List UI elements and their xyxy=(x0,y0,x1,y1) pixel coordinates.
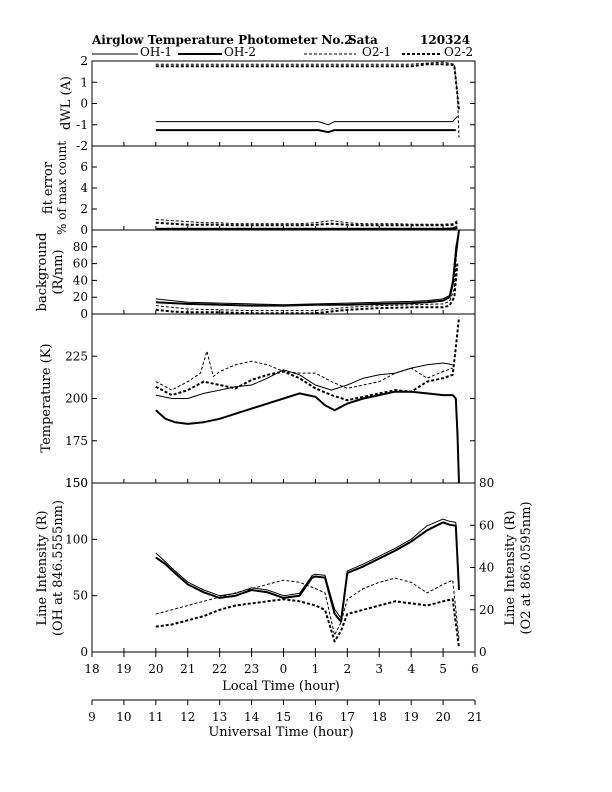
ylabel-int-right: Line Intensity (R) xyxy=(503,510,518,625)
ytick-label-fit-3: 0 xyxy=(80,223,88,237)
ytick-label-fit-1: 4 xyxy=(80,181,88,195)
xtick-universal-label-12: 21 xyxy=(467,710,482,724)
xtick-local-label-2: 20 xyxy=(148,662,163,676)
ytick-label-int-1: 100 xyxy=(65,532,88,546)
xtick-local-label-12: 6 xyxy=(471,662,479,676)
ytick-label-int-0: 150 xyxy=(65,476,88,490)
ylabel-dwl: dWL (A) xyxy=(59,76,74,130)
chart-marks: 210-1-2642080604020022520017515015010050… xyxy=(65,54,494,724)
series-bg-oh2 xyxy=(155,229,460,307)
xtick-local-label-1: 19 xyxy=(116,662,131,676)
ytick-label-bg-2: 40 xyxy=(73,273,88,287)
panel-frame-fit xyxy=(91,145,476,231)
panel-frame-dwl xyxy=(91,60,476,147)
legend: OH-1 OH-2 O2-1 O2-2 xyxy=(92,45,473,59)
ylabel-fit-sub: % of max count xyxy=(55,141,69,235)
xlabel-universal: Universal Time (hour) xyxy=(208,725,353,740)
series-temp-o22 xyxy=(155,317,460,402)
xtick-universal-label-4: 13 xyxy=(212,710,227,724)
ylabel-int-sub: (OH at 846.5555nm) xyxy=(51,500,66,636)
ytick-right-label-0: 80 xyxy=(479,476,494,490)
xtick-local-label-0: 18 xyxy=(84,662,99,676)
ytick-label-int-2: 50 xyxy=(73,589,88,603)
ytick-label-dwl-2: 0 xyxy=(80,97,88,111)
xtick-local-label-11: 5 xyxy=(439,662,447,676)
xtick-universal-label-2: 11 xyxy=(148,710,163,724)
series-dwl-o21 xyxy=(155,61,460,138)
legend-label-oh1: OH-1 xyxy=(140,45,172,59)
xtick-local-label-4: 22 xyxy=(212,662,227,676)
series-temp-o21 xyxy=(155,350,453,391)
series-temp-oh1 xyxy=(155,362,453,399)
xtick-universal-label-6: 15 xyxy=(276,710,291,724)
series-fit-oh2 xyxy=(155,226,458,230)
series-bg-oh1 xyxy=(155,229,460,306)
xtick-local-label-9: 3 xyxy=(375,662,383,676)
xtick-universal-label-11: 20 xyxy=(435,710,450,724)
ytick-label-bg-4: 0 xyxy=(80,307,88,321)
ytick-label-fit-2: 2 xyxy=(80,202,88,216)
xtick-universal-label-0: 9 xyxy=(88,710,96,724)
ytick-label-temp-3: 150 xyxy=(65,476,88,490)
series-int-oh2 xyxy=(155,521,460,623)
ytick-label-dwl-0: 2 xyxy=(80,54,88,68)
ytick-label-fit-0: 6 xyxy=(80,160,88,174)
xtick-local-label-8: 2 xyxy=(344,662,352,676)
xtick-universal-label-10: 19 xyxy=(404,710,419,724)
series-dwl-o22 xyxy=(155,63,460,111)
series-bg-o22 xyxy=(155,263,459,315)
xtick-local-label-7: 1 xyxy=(312,662,320,676)
xtick-universal-label-3: 12 xyxy=(180,710,195,724)
xtick-universal-label-1: 10 xyxy=(116,710,131,724)
xtick-universal-label-7: 16 xyxy=(308,710,323,724)
ytick-label-bg-1: 60 xyxy=(73,257,88,271)
ytick-label-temp-0: 225 xyxy=(65,349,88,363)
xtick-universal-label-8: 17 xyxy=(340,710,355,724)
ylabel-int: Line Intensity (R) xyxy=(35,510,50,625)
ytick-right-label-1: 60 xyxy=(479,518,494,532)
series-int-o22 xyxy=(155,598,460,648)
ytick-label-int-3: 0 xyxy=(80,645,88,659)
ylabel-temp: Temperature (K) xyxy=(39,343,54,452)
ytick-label-bg-0: 80 xyxy=(73,240,88,254)
ytick-right-label-4: 0 xyxy=(479,645,487,659)
series-fit-o22 xyxy=(155,221,458,227)
xtick-universal-label-9: 18 xyxy=(372,710,387,724)
series-fit-o21 xyxy=(155,219,458,225)
xtick-local-label-6: 0 xyxy=(280,662,288,676)
legend-label-oh2: OH-2 xyxy=(224,45,256,59)
date-label: 120324 xyxy=(420,33,470,47)
xtick-universal-label-5: 14 xyxy=(244,710,260,724)
series-dwl-oh2 xyxy=(155,129,456,134)
ytick-label-dwl-3: -1 xyxy=(76,118,88,132)
ytick-right-label-3: 20 xyxy=(479,603,494,617)
ytick-label-bg-3: 20 xyxy=(73,290,88,304)
xtick-local-label-10: 4 xyxy=(407,662,415,676)
legend-label-o21: O2-1 xyxy=(362,45,391,59)
site-name: Sata xyxy=(348,33,378,47)
ytick-label-temp-1: 200 xyxy=(65,392,88,406)
ytick-label-temp-2: 175 xyxy=(65,434,88,448)
ytick-label-dwl-1: 1 xyxy=(80,75,88,89)
xtick-local-label-5: 23 xyxy=(244,662,259,676)
ylabel-bg-sub: (R/nm) xyxy=(51,249,66,294)
series-int-o21 xyxy=(155,577,460,640)
ylabel-int-right-sub: (O2 at 866.0595nm) xyxy=(519,501,534,634)
series-temp-oh2 xyxy=(155,390,460,484)
xlabel-local: Local Time (hour) xyxy=(222,679,340,694)
legend-label-o22: O2-2 xyxy=(444,45,473,59)
xtick-local-label-3: 21 xyxy=(180,662,195,676)
ylabel-fit: fit error xyxy=(41,161,56,214)
chart-title: Airglow Temperature Photometer No.2 xyxy=(91,33,353,47)
ylabel-bg: background xyxy=(35,233,50,312)
ytick-label-dwl-4: -2 xyxy=(76,139,88,153)
series-int-oh1 xyxy=(155,518,460,619)
ytick-right-label-2: 40 xyxy=(479,561,494,575)
series-bg-o21 xyxy=(155,238,458,312)
series-dwl-oh1 xyxy=(155,115,458,126)
panel-frame-int xyxy=(91,482,476,653)
